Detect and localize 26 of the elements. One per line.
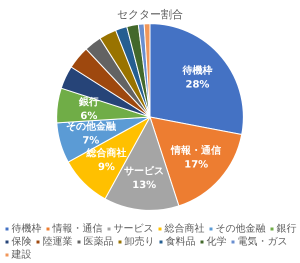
data-label: 7% [82,136,100,147]
legend-label: 医薬品 [84,236,114,248]
legend-label: サービス [114,224,154,234]
data-label: 13% [132,180,156,191]
data-label: 17% [184,159,208,170]
chart-title: セクター割合 [117,8,183,21]
legend-label: 情報・通信 [52,222,102,234]
slice-label: 待機枠 [181,64,212,76]
data-label: 6% [80,110,98,122]
legend-label: 化学 [206,236,226,248]
slice-label: 銀行 [78,96,99,108]
legend-label: 保険 [12,236,32,248]
legend-label: 電気・ガス [238,236,288,248]
legend-label: 待機枠 [12,222,42,234]
legend-label: その他金融 [216,222,266,234]
slice-label: 情報・通信 [170,144,222,156]
legend-label: 食料品 [166,236,196,248]
legend-label: 陸運業 [42,236,72,248]
slice-label: サービス [124,164,164,177]
data-label: 9% [98,162,115,174]
legend-label: 建設 [10,248,32,260]
legend-label: 卸売り [124,236,154,248]
legend-label: 銀行 [276,224,296,234]
data-label: 28% [186,79,210,90]
legend-label: 総合商社 [164,222,204,234]
slice-label: その他金融 [66,120,117,133]
